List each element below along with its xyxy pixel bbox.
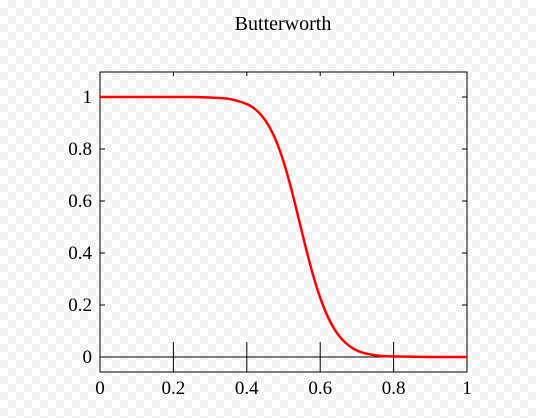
x-tick-label: 0.8	[382, 378, 406, 399]
series-layer	[99, 95, 467, 359]
chart-title: Butterworth	[235, 13, 332, 35]
y-tick-label: 0.4	[68, 243, 92, 264]
x-tick-label: 0.6	[308, 378, 332, 399]
y-tick-label: 1	[83, 87, 93, 108]
y-tick-label: 0.2	[68, 295, 92, 316]
series-line	[99, 95, 467, 359]
y-tick-label: 0.8	[68, 139, 92, 160]
tick-labels: 0 0.2 0.4 0.6 0.8 1 0 0.2 0.4 0.6 0.8 1	[68, 87, 472, 399]
plot-frame	[99, 71, 468, 373]
plot-border	[99, 71, 468, 373]
x-tick-label: 0	[95, 378, 105, 399]
x-tick-label: 1	[462, 378, 472, 399]
axis-ticks	[99, 72, 468, 372]
y-tick-label: 0	[83, 347, 93, 368]
x-tick-label: 0.2	[162, 378, 186, 399]
x-tick-label: 0.4	[235, 378, 259, 399]
y-tick-label: 0.6	[68, 191, 92, 212]
